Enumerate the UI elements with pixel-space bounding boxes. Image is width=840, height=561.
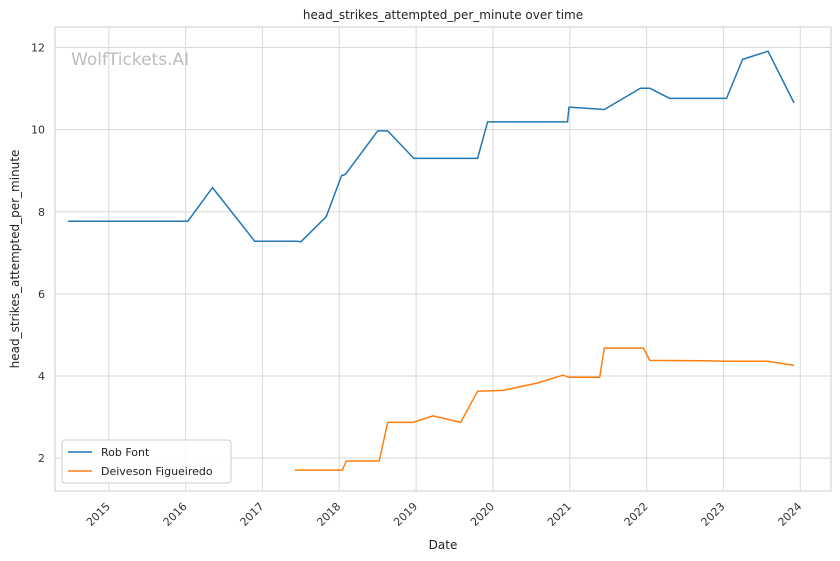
watermark: WolfTickets.AI — [71, 50, 189, 70]
series-line-deiveson-figueiredo — [294, 347, 795, 471]
y-axis-label: head_strikes_attempted_per_minute — [8, 150, 22, 369]
y-tick-label: 2 — [38, 452, 45, 465]
plot-area-frame — [54, 26, 832, 492]
y-tick-label: 6 — [38, 288, 45, 301]
legend-label: Rob Font — [101, 446, 150, 459]
legend-box — [61, 439, 232, 484]
y-tick-label: 12 — [31, 42, 45, 55]
y-axis-ticks: 2 4 6 8 10 12 — [31, 42, 45, 466]
legend: Rob Font Deiveson Figueiredo — [61, 439, 232, 484]
chart-title: head_strikes_attempted_per_minute over t… — [303, 8, 583, 22]
x-axis-ticks: 2015 2016 2017 2018 2019 2020 2021 2022 2023 2024 — [84, 500, 804, 529]
series-line-rob-font — [68, 50, 795, 243]
y-tick-label: 8 — [38, 206, 45, 219]
series-lines — [68, 50, 795, 471]
y-tick-label: 10 — [31, 124, 45, 137]
x-axis-label: Date — [429, 538, 458, 552]
grid-lines — [55, 27, 831, 491]
y-tick-label: 4 — [38, 370, 45, 383]
legend-label: Deiveson Figueiredo — [101, 465, 213, 478]
